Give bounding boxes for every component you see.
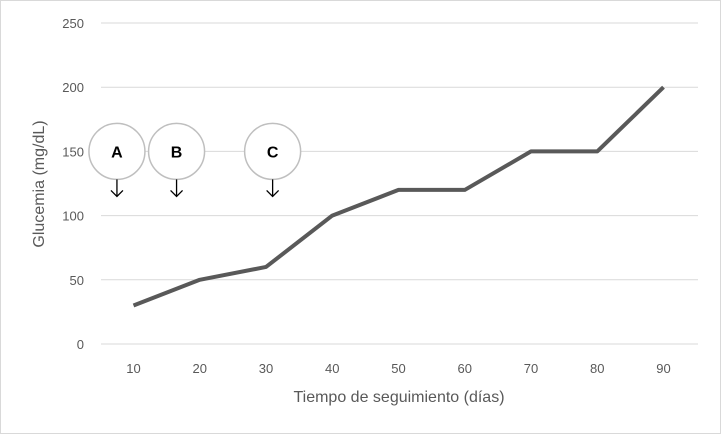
x-axis-ticks: 10 20 30 40 50 60 70 80 90 xyxy=(126,361,670,376)
x-tick-label: 40 xyxy=(325,361,339,376)
x-tick-label: 80 xyxy=(590,361,604,376)
y-tick-label: 50 xyxy=(70,273,84,288)
down-arrow-icon xyxy=(110,179,124,198)
x-tick-label: 30 xyxy=(259,361,273,376)
down-arrow-icon xyxy=(266,179,280,198)
x-tick-label: 10 xyxy=(126,361,140,376)
y-tick-label: 0 xyxy=(77,337,84,352)
x-tick-label: 50 xyxy=(391,361,405,376)
y-tick-label: 100 xyxy=(62,209,84,224)
series-layer xyxy=(132,85,665,308)
x-tick-label: 90 xyxy=(656,361,670,376)
y-tick-label: 200 xyxy=(62,80,84,95)
annotation-label: C xyxy=(267,144,279,161)
x-tick-label: 20 xyxy=(193,361,207,376)
x-tick-label: 70 xyxy=(524,361,538,376)
annotation-label: B xyxy=(171,144,183,161)
y-tick-label: 250 xyxy=(62,16,84,31)
gridlines xyxy=(101,22,698,345)
down-arrow-icon xyxy=(170,179,184,198)
annotation-marker-b: B xyxy=(147,122,206,198)
x-tick-label: 60 xyxy=(458,361,472,376)
series-line xyxy=(132,85,665,308)
y-axis-ticks: 0 50 100 150 200 250 xyxy=(62,16,84,352)
x-axis-title: Tiempo de seguimiento (días) xyxy=(293,389,504,406)
annotation-marker-a: A xyxy=(88,122,146,198)
annotation-label: A xyxy=(111,144,123,161)
y-axis-title: Glucemia (mg/dL) xyxy=(31,120,48,247)
annotation-marker-c: C xyxy=(243,122,302,198)
y-tick-label: 150 xyxy=(62,144,84,159)
annotation-layer: A B C xyxy=(88,122,302,198)
